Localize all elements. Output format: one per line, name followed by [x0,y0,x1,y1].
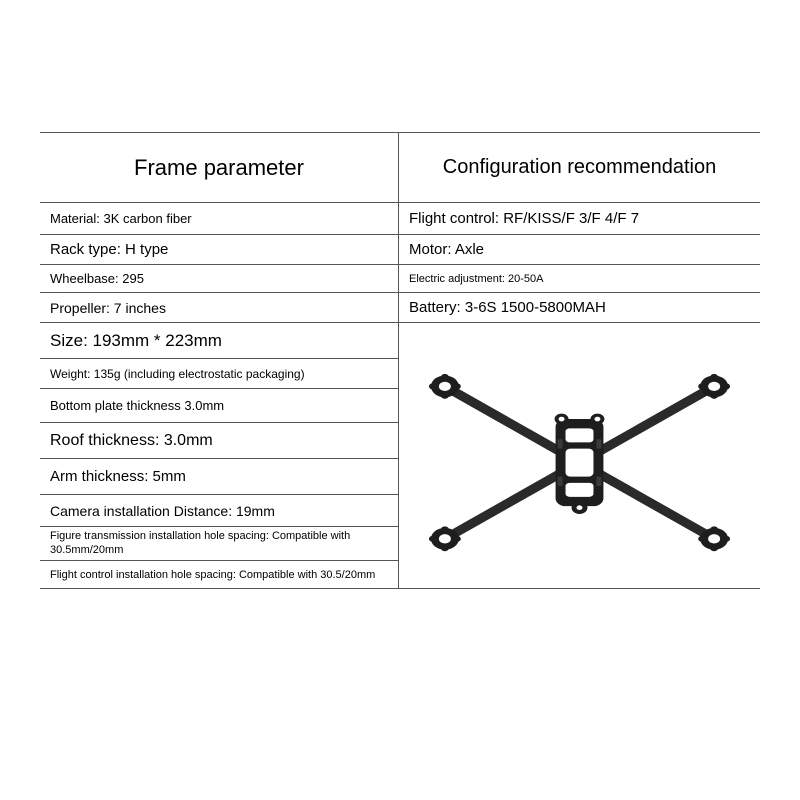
left-cell: Figure transmission installation hole sp… [40,527,398,561]
left-cell: Camera installation Distance: 19mm [40,495,398,527]
right-cell: Motor: Axle [398,235,760,265]
table-row: Material: 3K carbon fiber Flight control… [40,203,760,235]
left-cell: Bottom plate thickness 3.0mm [40,389,398,423]
table-row: Propeller: 7 inches Battery: 3-6S 1500-5… [40,293,760,323]
frame-image-cell [398,323,760,589]
header-right: Configuration recommendation [398,133,760,203]
table-row: Wheelbase: 295 Electric adjustment: 20-5… [40,265,760,293]
table-row: Rack type: H type Motor: Axle [40,235,760,265]
spec-table: Frame parameter Configuration recommenda… [40,132,760,589]
right-cell: Battery: 3-6S 1500-5800MAH [398,293,760,323]
left-cell: Flight control installation hole spacing… [40,561,398,589]
left-cell: Arm thickness: 5mm [40,459,398,495]
left-cell: Propeller: 7 inches [40,293,398,323]
left-cell: Size: 193mm * 223mm [40,323,398,359]
right-cell: Flight control: RF/KISS/F 3/F 4/F 7 [398,203,760,235]
table-lower: Size: 193mm * 223mm Weight: 135g (includ… [40,323,760,589]
right-cell: Electric adjustment: 20-50A [398,265,760,293]
drone-frame-icon [399,323,760,588]
left-cell: Wheelbase: 295 [40,265,398,293]
header-left: Frame parameter [40,133,398,203]
table-header-row: Frame parameter Configuration recommenda… [40,133,760,203]
left-cell: Roof thickness: 3.0mm [40,423,398,459]
left-cell: Rack type: H type [40,235,398,265]
left-cell: Weight: 135g (including electrostatic pa… [40,359,398,389]
left-cell: Material: 3K carbon fiber [40,203,398,235]
